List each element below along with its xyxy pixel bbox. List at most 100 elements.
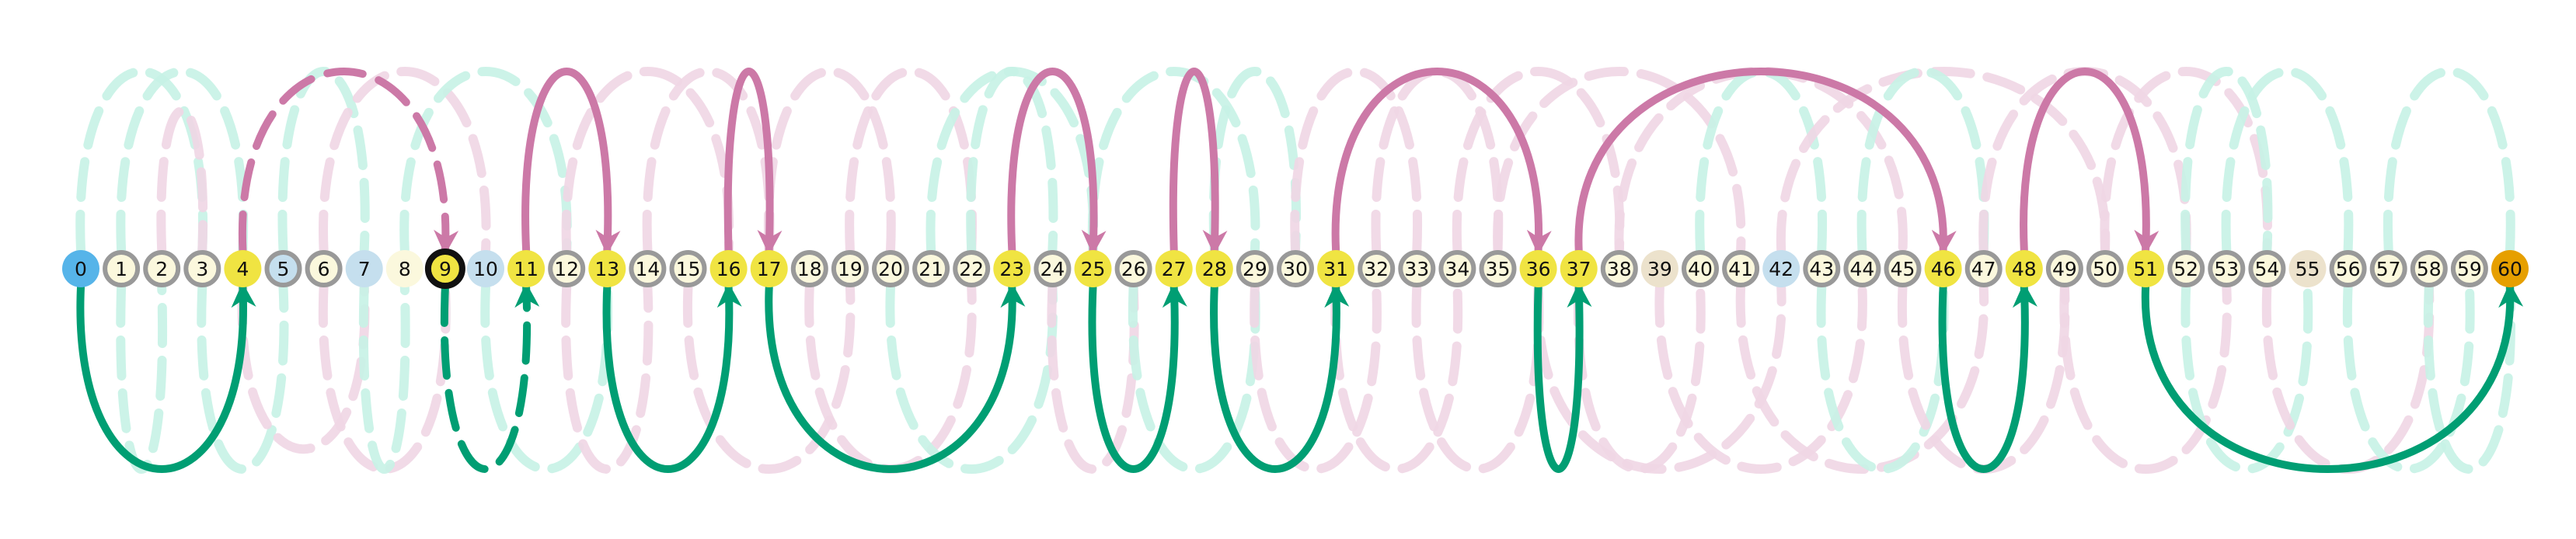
node-circle	[1398, 250, 1436, 287]
node-label: 6	[318, 258, 330, 280]
node-7: 7	[345, 250, 383, 287]
path-edge	[723, 68, 783, 256]
node-4: 4	[224, 250, 262, 287]
path-edge	[2020, 68, 2159, 256]
node-label: 18	[797, 258, 822, 280]
node-43: 43	[1803, 250, 1841, 287]
background-edge	[1290, 67, 1423, 255]
node-label: 51	[2133, 258, 2158, 280]
node-label: 38	[1607, 258, 1632, 280]
node-14: 14	[629, 250, 667, 287]
node-55: 55	[2288, 250, 2327, 287]
node-circle	[2208, 250, 2246, 287]
node-circle	[1884, 250, 1922, 287]
node-label: 11	[514, 258, 539, 280]
node-label: 26	[1121, 258, 1146, 280]
node-circle	[1155, 250, 1193, 287]
background-edge	[1573, 283, 1706, 474]
node-circle	[1762, 250, 1800, 287]
node-48: 48	[2005, 250, 2043, 287]
node-56: 56	[2329, 250, 2367, 287]
node-circle	[872, 250, 909, 287]
node-26: 26	[1114, 250, 1152, 287]
node-42: 42	[1762, 250, 1800, 287]
background-edge	[1452, 67, 1625, 255]
node-circle	[953, 250, 991, 287]
node-label: 42	[1769, 258, 1793, 280]
node-label: 49	[2052, 258, 2077, 280]
node-50: 50	[2086, 250, 2124, 287]
node-9: 9	[424, 249, 465, 289]
node-16: 16	[709, 250, 748, 287]
node-circle	[1195, 250, 1233, 287]
node-label: 16	[716, 258, 741, 280]
node-25: 25	[1074, 250, 1112, 287]
background-edge	[2180, 283, 2313, 474]
background-edge	[116, 283, 168, 474]
node-27: 27	[1155, 250, 1193, 287]
node-1: 1	[103, 250, 141, 287]
node-0: 0	[62, 250, 99, 287]
node-circle	[2329, 250, 2367, 287]
background-edge	[1695, 67, 1828, 255]
node-circle	[2127, 250, 2165, 287]
node-35: 35	[1479, 250, 1517, 287]
background-edge	[1654, 283, 1867, 474]
path-edge	[1210, 282, 1350, 473]
node-circle	[183, 250, 221, 287]
node-circle	[224, 250, 262, 287]
node-51: 51	[2127, 250, 2165, 287]
node-circle	[2248, 250, 2286, 287]
node-label: 47	[1971, 258, 1996, 280]
node-circle	[103, 250, 141, 287]
node-circle	[1438, 250, 1476, 287]
node-circle	[912, 250, 950, 287]
node-circle	[2045, 250, 2083, 287]
background-edge	[885, 283, 1058, 474]
node-label: 57	[2376, 258, 2401, 280]
node-circle	[1964, 250, 2003, 287]
node-52: 52	[2167, 250, 2205, 287]
background-edge	[1087, 67, 1260, 255]
background-edge	[2059, 283, 2232, 474]
node-label: 2	[155, 258, 168, 280]
node-circle	[709, 250, 748, 287]
node-label: 34	[1445, 258, 1469, 280]
node-circle	[1519, 250, 1557, 287]
node-22: 22	[953, 250, 991, 287]
node-label: 8	[399, 258, 411, 280]
node-label: 53	[2214, 258, 2239, 280]
node-label: 23	[999, 258, 1024, 280]
node-circle	[1640, 250, 1678, 287]
background-edge	[1128, 283, 1260, 474]
node-circle	[1277, 250, 1314, 287]
path-edge	[1007, 68, 1107, 256]
node-label: 36	[1526, 258, 1551, 280]
node-circle	[1479, 250, 1517, 287]
background-edge	[2100, 67, 2272, 255]
node-46: 46	[1924, 250, 1962, 287]
node-40: 40	[1682, 250, 1719, 287]
node-label: 24	[1040, 258, 1065, 280]
background-edge	[480, 283, 613, 474]
background-edge	[1330, 283, 1463, 474]
node-circle	[2167, 250, 2205, 287]
path-edge	[2142, 282, 2524, 473]
background-edge	[682, 283, 856, 474]
node-19: 19	[831, 250, 869, 287]
node-label: 45	[1891, 258, 1915, 280]
node-circle	[1358, 250, 1396, 287]
node-label: 14	[635, 258, 660, 280]
background-edge	[2180, 67, 2273, 255]
background-edge	[237, 283, 370, 454]
background-edge	[75, 67, 208, 255]
path-edge	[238, 68, 459, 256]
node-21: 21	[912, 250, 950, 287]
background-edge	[1411, 283, 1544, 474]
node-29: 29	[1236, 250, 1274, 287]
node-circle	[1317, 250, 1355, 287]
node-circle	[2005, 250, 2043, 287]
path-edge	[1574, 68, 1957, 256]
node-label: 19	[838, 258, 863, 280]
node-circle	[669, 250, 707, 287]
